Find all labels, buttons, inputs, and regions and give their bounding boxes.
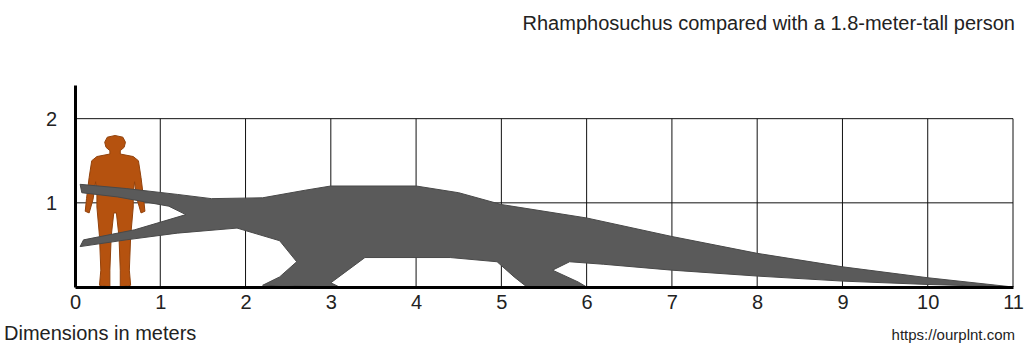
x-tick-label: 6 — [582, 291, 593, 313]
y-axis: 12 — [46, 86, 76, 288]
x-tick-label: 5 — [496, 291, 507, 313]
y-tick: 2 — [46, 108, 75, 130]
x-tick: 1 — [155, 287, 166, 313]
x-tick: 0 — [70, 287, 81, 313]
x-tick-label: 2 — [240, 291, 251, 313]
plot-area — [80, 136, 1013, 288]
x-tick: 3 — [326, 287, 337, 313]
x-tick: 6 — [582, 287, 593, 313]
x-axis: 0 1 2 3 4 5 6 7 8 9 10 11 — [70, 287, 1024, 313]
x-tick-label: 8 — [752, 291, 763, 313]
x-tick: 7 — [667, 287, 678, 313]
x-tick: 2 — [240, 287, 251, 313]
title: Rhamphosuchus compared with a 1.8-meter-… — [523, 12, 1015, 34]
x-tick-label: 0 — [70, 291, 81, 313]
x-tick-label: 10 — [917, 291, 939, 313]
grid — [75, 119, 1013, 287]
x-tick: 9 — [837, 287, 848, 313]
x-tick: 8 — [752, 287, 763, 313]
y-tick-label: 2 — [46, 108, 57, 130]
chart: Rhamphosuchus compared with a 1.8-meter-… — [0, 0, 1024, 350]
silhouette-person — [85, 136, 145, 288]
silhouette-crocodile — [80, 184, 1013, 287]
x-tick-label: 7 — [667, 291, 678, 313]
x-tick-label: 4 — [411, 291, 422, 313]
y-tick: 1 — [46, 192, 75, 214]
x-axis-title: Dimensions in meters — [4, 322, 196, 344]
source: https://ourplnt.com — [892, 326, 1015, 343]
x-tick-label: 3 — [326, 291, 337, 313]
x-tick-label: 1 — [155, 291, 166, 313]
x-tick-label: 11 — [1003, 291, 1024, 313]
x-tick: 5 — [496, 287, 507, 313]
x-axis-line — [76, 286, 1014, 289]
y-tick-label: 1 — [46, 192, 57, 214]
x-tick-label: 9 — [837, 291, 848, 313]
x-tick: 11 — [1003, 287, 1024, 313]
x-tick: 10 — [917, 287, 939, 313]
x-tick: 4 — [411, 287, 422, 313]
grid-line-y — [75, 118, 1013, 119]
y-axis-line — [74, 86, 77, 288]
